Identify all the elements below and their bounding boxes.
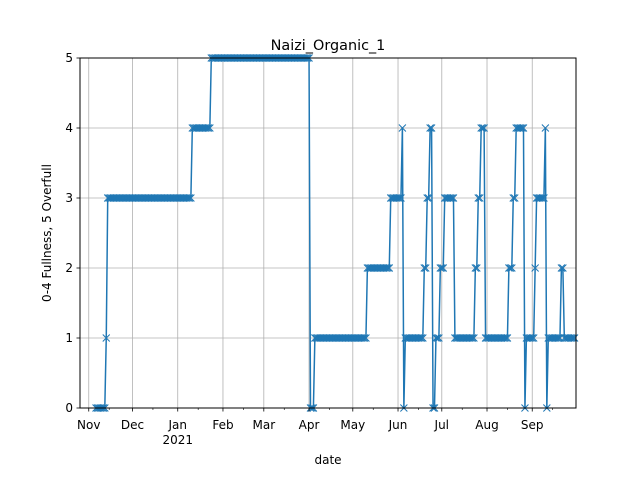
data-point [474,194,483,202]
x-tick-label: Jul [434,418,449,432]
data-point [449,194,458,202]
data-point [102,334,111,342]
x-tick-label: Feb [212,418,233,432]
x-tick-year-label: 2021 [162,433,193,447]
data-point [506,264,515,272]
data-point [448,194,456,202]
data-point [427,124,436,132]
x-tick-label: Jan [167,418,187,432]
data-point [470,334,478,342]
x-tick-label: Sep [521,418,544,432]
data-point [467,334,475,342]
data-point [541,124,550,132]
data-point [468,334,477,342]
data-point [432,334,440,342]
x-tick-label: Mar [252,418,275,432]
data-point [205,124,214,132]
plot-frame [79,57,577,409]
data-point [382,264,391,272]
data-point [518,124,526,132]
y-axis: 0 1 2 3 4 5 [65,51,80,415]
data-point [426,124,434,132]
data-point [416,334,424,342]
data-point [383,264,392,272]
data-point [500,334,509,342]
data-point [477,124,486,132]
data-point [528,334,537,342]
data-point [203,124,211,132]
data-point [423,194,432,202]
data-point [421,264,430,272]
data-point [516,124,525,132]
data-point [554,334,563,342]
chart-title: Naizi_Organic_1 [271,38,386,54]
data-point [569,334,577,342]
data-point [359,334,367,342]
y-axis-label: 0-4 Fullness, 5 Overfull [40,164,54,302]
data-point [570,334,579,342]
data-point [472,264,481,272]
x-tick-label: Nov [77,418,100,432]
data-point [480,124,488,132]
data-point [187,194,195,202]
data-point [185,194,194,202]
data-point [475,194,484,202]
y-tick-label: 1 [65,331,73,345]
x-tick-label: Aug [475,418,498,432]
data-point [439,264,448,272]
x-tick-label: May [340,418,365,432]
data-point [437,264,446,272]
data-point [538,194,547,202]
data-point [559,264,567,272]
data-point [362,334,370,342]
data-point [385,264,394,272]
data-point [540,194,548,202]
x-tick-label: Dec [121,418,144,432]
data-point [509,194,518,202]
y-tick-label: 5 [65,51,73,65]
data-point [529,334,538,342]
data-point [394,194,402,202]
data-point [417,334,426,342]
x-tick-label: Jun [388,418,408,432]
data-point [446,194,455,202]
data-point [478,124,487,132]
y-tick-label: 2 [65,261,73,275]
data-point [436,264,445,272]
data-point [471,264,480,272]
data-point [526,334,535,342]
data-point [503,334,512,342]
y-tick-label: 0 [65,401,73,415]
data-point [424,194,433,202]
data-point [507,264,516,272]
data-point [519,124,528,132]
y-tick-label: 3 [65,191,73,205]
data-point [537,194,545,202]
data-point [433,334,442,342]
data-point [395,194,404,202]
data-point [204,124,213,132]
y-tick-label: 4 [65,121,73,135]
data-point [531,264,540,272]
data-point [567,334,576,342]
x-axis-label: date [314,453,341,467]
data-point [420,264,429,272]
data-point [398,124,407,132]
data-point [435,334,443,342]
data-point [557,264,566,272]
x-tick-label: Apr [299,418,320,432]
data-point [502,334,510,342]
data-point [397,194,405,202]
data-point [418,334,427,342]
data-point [510,194,519,202]
series-fullness [92,54,579,412]
data-point [184,194,192,202]
data-point [505,264,513,272]
data-point [360,334,369,342]
data-point [553,334,561,342]
